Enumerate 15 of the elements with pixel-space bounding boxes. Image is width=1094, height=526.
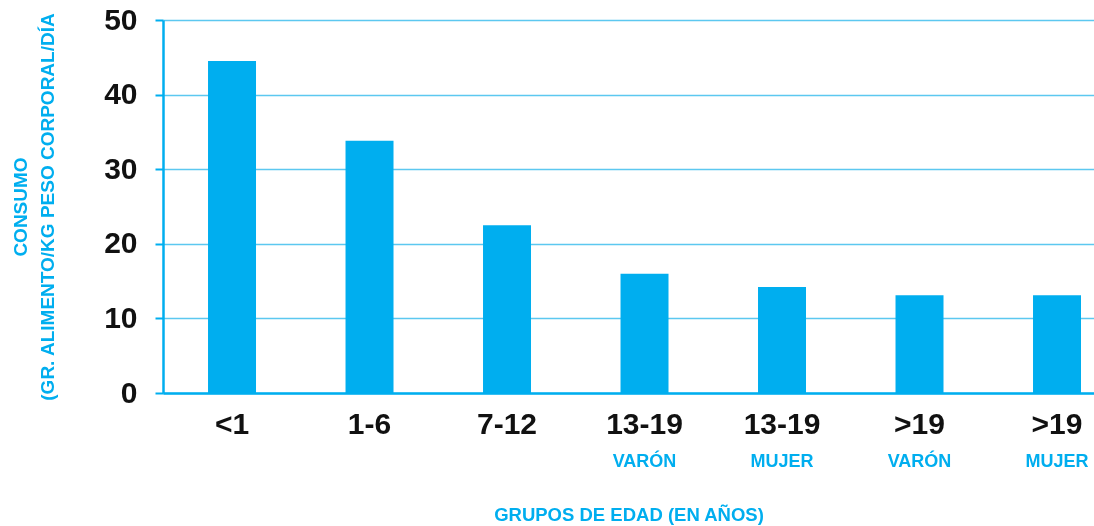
category-label: >19 VARÓN — [887, 406, 952, 471]
x-tick-label: 7-12 — [476, 406, 538, 440]
x-tick-label: 1-6 — [347, 406, 392, 440]
y-tick-label: 10 — [104, 300, 138, 334]
y-tick-label: 50 — [104, 2, 138, 36]
y-tick-label: 30 — [104, 151, 138, 185]
y-tick-label: 40 — [104, 77, 138, 111]
x-axis-title: GRUPOS DE EDAD (EN AÑOS) — [494, 503, 764, 525]
y-tick-label: 20 — [104, 226, 138, 260]
category-label: >19 MUJER — [1025, 406, 1089, 471]
y-tick-label: 0 — [120, 375, 138, 409]
category-label: 13-19 VARÓN — [606, 406, 683, 471]
category-label: 13-19 MUJER — [743, 406, 821, 471]
x-tick-label: <1 — [214, 406, 250, 440]
y-axis-title: CONSUMO (GR. ALIMENTO/KG PESO CORPORAL/DÍA — [10, 13, 59, 401]
